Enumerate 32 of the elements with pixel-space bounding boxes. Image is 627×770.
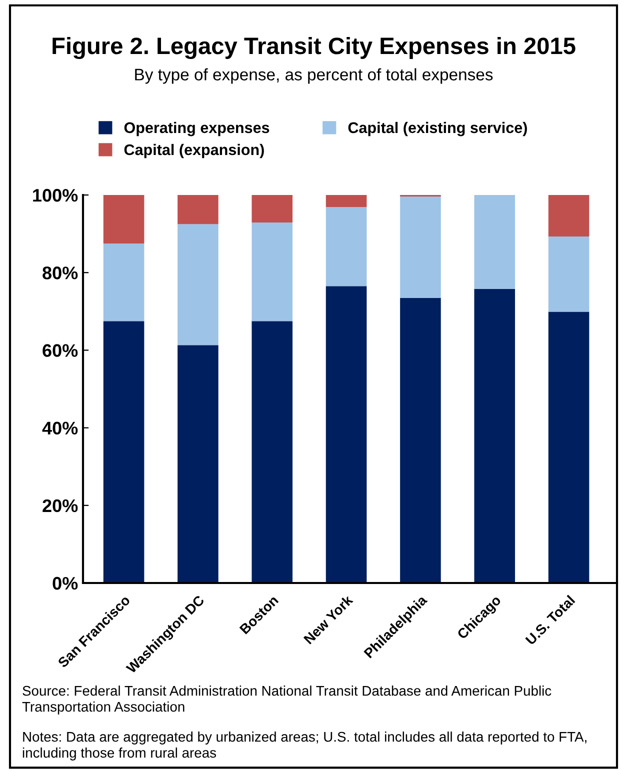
bar	[548, 195, 590, 237]
bar	[178, 345, 218, 583]
bar	[548, 236, 590, 312]
bar	[252, 321, 293, 583]
bar	[103, 195, 144, 244]
text: Notes: Data are aggregated by urbanized areas; U.S. total includes all data reported to FTA, including those from rural areas	[22, 732, 586, 760]
bar	[178, 224, 218, 346]
bar	[326, 286, 367, 583]
chart-subtitle: By type of expense, as percent of total expenses	[135, 68, 493, 84]
bar	[103, 321, 144, 583]
bar	[252, 195, 293, 223]
chart-title: Figure 2. Legacy Transit City Expenses in 2015	[52, 36, 576, 60]
y-tick-label: 40%	[42, 422, 78, 435]
bar	[400, 298, 441, 583]
bar	[326, 195, 367, 208]
y-tick-label: 60%	[42, 344, 78, 357]
bar	[548, 312, 590, 583]
bar	[474, 288, 516, 583]
y-tick-label: 0%	[52, 576, 78, 590]
bar	[326, 207, 367, 286]
y-tick-label: 20%	[42, 499, 78, 512]
y-tick-label: 80%	[42, 266, 78, 280]
y-tick-label: 100%	[33, 188, 78, 202]
bar	[178, 195, 218, 224]
bar	[103, 244, 144, 322]
source-note: Source: Federal Transit Administration National Transit Database and American Public Transportation Association	[22, 686, 552, 714]
bar	[474, 195, 516, 289]
bar	[252, 222, 293, 322]
legend-label: Capital (expansion)	[124, 144, 264, 158]
legend-label: Capital (existing service)	[348, 122, 527, 136]
bar	[400, 196, 441, 298]
legend-label: Operating expenses	[124, 122, 270, 136]
